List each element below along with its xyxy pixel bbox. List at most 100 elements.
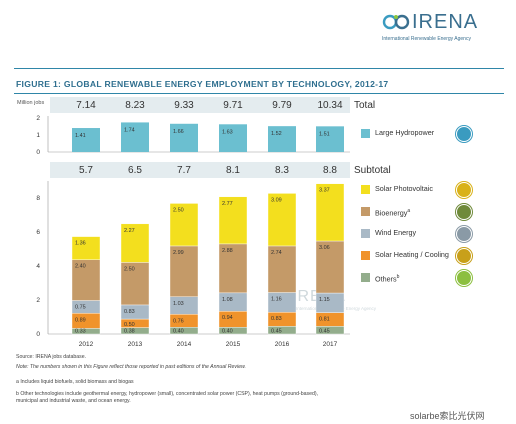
wind-turbine-icon xyxy=(456,226,472,242)
hydropower-bar-label: 1.41 xyxy=(75,133,86,139)
top-y-tick-label: 2 xyxy=(36,115,40,122)
irena-logo-icon xyxy=(382,14,410,30)
hydropower-bar-label: 1.66 xyxy=(173,129,184,135)
total-value: 9.33 xyxy=(174,100,194,111)
logo-subtitle: International Renewable Energy Agency xyxy=(382,36,471,42)
bioenergy-bar xyxy=(267,245,297,293)
footnote-b-line2: municipal and industrial waste, and ocea… xyxy=(16,398,131,404)
subtotal-value: 8.1 xyxy=(226,165,240,176)
solar-heating-bar-label: 0.83 xyxy=(271,316,282,322)
x-tick-label: 2016 xyxy=(275,341,290,348)
irena-logo: IRENA International Renewable Energy Age… xyxy=(382,10,507,50)
source-note: Source: IRENA jobs database. xyxy=(16,354,87,360)
subtotal-value: 8.8 xyxy=(323,165,337,176)
wind-bar-label: 0.83 xyxy=(124,309,135,315)
legend-label: Large Hydropower xyxy=(375,128,435,137)
legend-label: Othersb xyxy=(375,274,400,284)
legend-swatch xyxy=(361,129,370,138)
legend-label: Wind Energy xyxy=(375,228,417,237)
legend-item: Solar Heating / Cooling xyxy=(361,249,456,263)
subtotal-value: 7.7 xyxy=(177,165,191,176)
legend-swatch xyxy=(361,185,370,194)
hydropower-bar xyxy=(72,128,100,152)
bioenergy-bar xyxy=(169,245,199,297)
hydropower-bar-label: 1.51 xyxy=(319,131,330,137)
solar-heating-bar-label: 0.76 xyxy=(173,318,184,324)
legend-label: Solar Photovoltaic xyxy=(375,184,433,193)
wind-bar-label: 1.08 xyxy=(222,297,233,303)
bottom-y-tick-label: 4 xyxy=(36,263,40,270)
others-bar-label: 0.38 xyxy=(124,329,135,335)
total-value: 8.23 xyxy=(125,100,145,111)
title-rule-bottom xyxy=(14,93,504,94)
title-rule-top xyxy=(14,68,504,69)
hydropower-bar-label: 1.63 xyxy=(222,129,233,135)
others-bar-label: 0.40 xyxy=(222,329,233,335)
solar-pv-bar-label: 2.27 xyxy=(124,228,135,234)
solar-pv-bar xyxy=(315,183,345,242)
hydropower-bar xyxy=(268,126,296,152)
solar-pv-bar xyxy=(120,223,150,263)
solar-heating-bar-label: 0.81 xyxy=(319,317,330,323)
bioenergy-bar xyxy=(71,259,101,301)
hydropower-bar xyxy=(121,122,149,152)
total-value: 10.34 xyxy=(317,100,343,111)
solar-pv-bar xyxy=(218,196,248,245)
total-value: 9.79 xyxy=(272,100,292,111)
top-y-tick-label: 1 xyxy=(36,132,40,139)
subtotal-value: 6.5 xyxy=(128,165,142,176)
plus-icon xyxy=(456,270,472,286)
legend-swatch xyxy=(361,229,370,238)
x-tick-label: 2015 xyxy=(226,341,241,348)
solar-heating-bar-label: 0.94 xyxy=(222,315,233,321)
legend-item: Large Hydropower xyxy=(361,127,456,141)
solar-pv-bar xyxy=(267,193,297,247)
logo-name: IRENA xyxy=(412,11,479,33)
bioenergy-bar-label: 2.99 xyxy=(173,250,184,256)
sun-icon xyxy=(456,182,472,198)
x-tick-label: 2013 xyxy=(128,341,143,348)
legend-label: Bioenergya xyxy=(375,208,411,218)
legend-label: Solar Heating / Cooling xyxy=(375,250,449,259)
leaf-icon xyxy=(456,204,472,220)
legend-swatch xyxy=(361,251,370,260)
subtotals-band xyxy=(50,162,350,178)
others-bar-label: 0.40 xyxy=(173,329,184,335)
bioenergy-bar-label: 2.74 xyxy=(271,250,282,256)
solar-pv-bar-label: 1.36 xyxy=(75,241,86,247)
water-drop-icon xyxy=(456,126,472,142)
bottom-y-tick-label: 0 xyxy=(36,331,40,338)
legend-item: Solar Photovoltaic xyxy=(361,183,456,197)
footnote-a: a Includes liquid biofuels, solid biomas… xyxy=(16,379,134,385)
x-tick-label: 2014 xyxy=(177,341,192,348)
watermark-text: solarbe索比光伏网 xyxy=(410,411,485,421)
solar-pv-bar-label: 2.50 xyxy=(173,207,184,213)
hydropower-bar-label: 1.74 xyxy=(124,127,135,133)
bottom-y-tick-label: 8 xyxy=(36,195,40,202)
subtotal-value: 5.7 xyxy=(79,165,93,176)
bottom-y-tick-label: 2 xyxy=(36,297,40,304)
wind-bar-label: 1.03 xyxy=(173,301,184,307)
bioenergy-bar xyxy=(218,243,248,294)
bottom-y-tick-label: 6 xyxy=(36,229,40,236)
legend-item: Wind Energy xyxy=(361,227,456,241)
others-bar-label: 0.45 xyxy=(319,329,330,335)
hydropower-bar xyxy=(219,124,247,152)
others-bar-label: 0.45 xyxy=(271,329,282,335)
totals-band xyxy=(50,97,350,113)
solar-heating-bar-label: 0.50 xyxy=(124,322,135,328)
bioenergy-bar-label: 2.50 xyxy=(124,266,135,272)
top-y-tick-label: 0 xyxy=(36,149,40,156)
solar-heating-bar-label: 0.89 xyxy=(75,317,86,323)
legend-swatch xyxy=(361,207,370,216)
axis-unit-label: Million jobs xyxy=(17,100,45,106)
legend-item: Othersb xyxy=(361,271,456,285)
footnote-b-line1: b Other technologies include geothermal … xyxy=(16,391,319,397)
general-note: Note: The numbers shown in this Figure r… xyxy=(16,364,246,370)
wind-bar-label: 0.75 xyxy=(75,305,86,311)
subtotal-value: 8.3 xyxy=(275,165,289,176)
legend-swatch xyxy=(361,273,370,282)
bioenergy-bar-label: 3.06 xyxy=(319,245,330,251)
subtotal-label: Subtotal xyxy=(354,165,391,176)
